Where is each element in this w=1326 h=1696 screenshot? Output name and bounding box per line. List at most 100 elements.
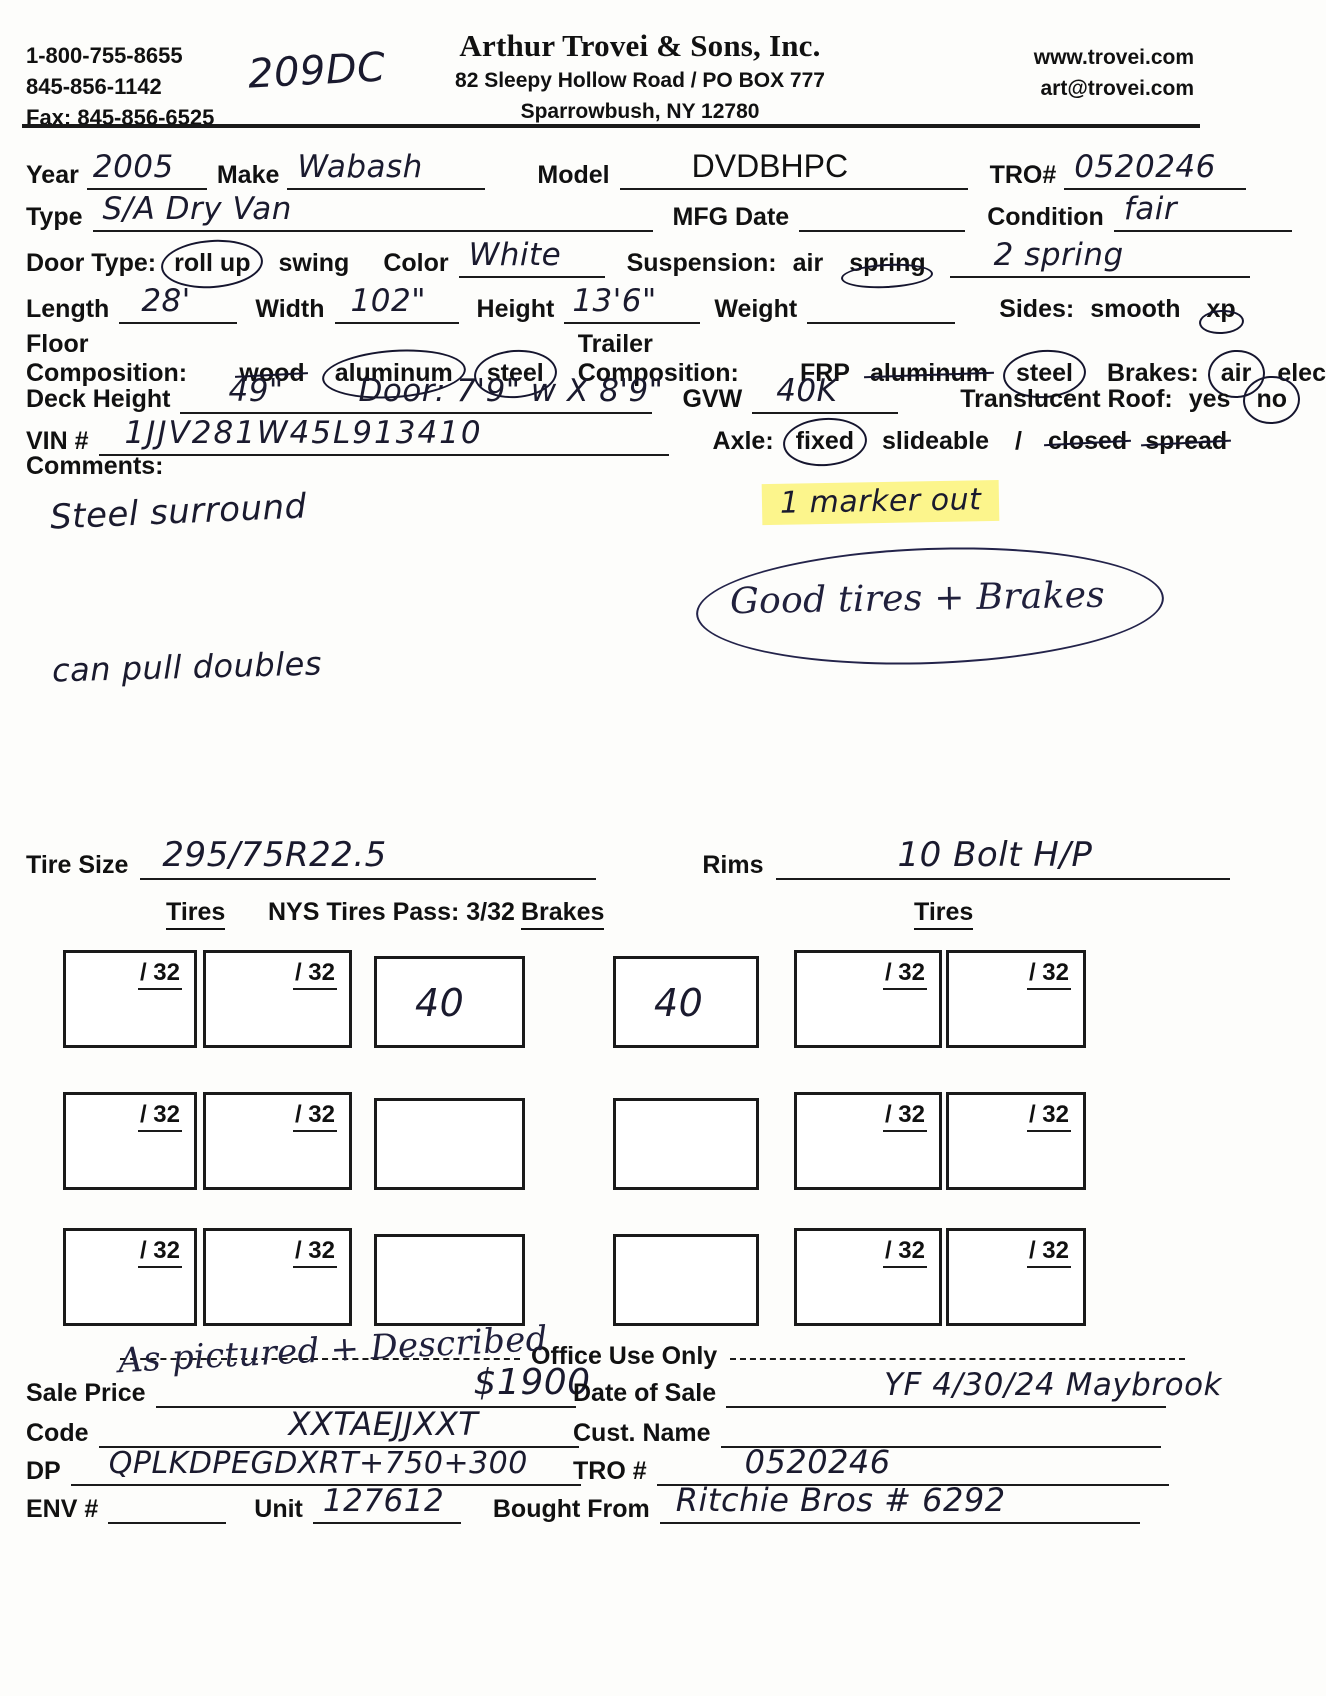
tire-size-field[interactable]: 295/75R22.5 [140,835,597,880]
brake-box-left-r3[interactable] [374,1234,525,1326]
tire-box-left-r2c2[interactable]: / 32 [203,1092,352,1190]
floor-composition-option-wood[interactable]: wood [239,359,305,387]
axle-option-fixed[interactable]: fixed [792,427,858,456]
trailer-composition-option-aluminum[interactable]: aluminum [869,359,989,387]
trailer-composition-option-steel[interactable]: steel [1012,359,1077,388]
tire-box-left-r3c1[interactable]: / 32 [63,1228,197,1326]
door-type-label: Door Type: [26,249,157,277]
make-field[interactable]: Wabash [287,149,486,190]
brake-box-right-r2[interactable] [613,1098,759,1190]
width-field[interactable]: 102" [334,283,459,324]
axle-option-slideable[interactable]: slideable [882,427,990,455]
suspension-label: Suspension: [626,249,777,277]
unit-field[interactable]: 127612 [312,1483,461,1524]
brake-box-right-r1[interactable]: 40 [613,956,759,1048]
suspension-option-spring[interactable]: spring [845,249,929,278]
translucent-roof-option-yes[interactable]: yes [1188,385,1231,413]
gvw-field[interactable]: 40K [752,372,899,414]
comment-note-steel-surround: Steel surround [49,486,308,538]
tire-box-left-r2c1[interactable]: / 32 [63,1092,197,1190]
mfg-date-field[interactable] [799,194,966,232]
company-address-line1: 82 Sleepy Hollow Road / PO BOX 777 [455,69,825,92]
trailer-composition-option-frp[interactable]: FRP [799,359,850,387]
phone-toll-free: 1-800-755-8655 [26,43,183,68]
row-composition: Floor Composition: wood aluminum steel T… [26,330,1326,388]
type-field[interactable]: S/A Dry Van [92,191,653,232]
company-name: Arthur Trovei & Sons, Inc. [459,28,821,63]
grid-header-nys-pass: NYS Tires Pass: 3/32 [268,898,515,926]
code-field[interactable]: XXTAEJJXXT [98,1405,579,1448]
axle-option-closed[interactable]: closed [1047,427,1128,455]
weight-label: Weight [714,295,798,323]
office-divider-right [730,1358,1185,1360]
dp-value: QPLKDPEGDXRT+750+300 [108,1446,528,1481]
length-field[interactable]: 28' [119,283,238,324]
company-web-block: www.trovei.com art@trovei.com [1034,42,1194,104]
cust-name-label: Cust. Name [573,1419,711,1447]
tire-size-label: Tire Size [26,851,129,879]
length-label: Length [26,295,110,323]
height-field[interactable]: 13'6" [564,283,701,324]
deck-height-field[interactable]: 49" Door: 7'9" w X 8'9" [180,372,663,414]
unit-value: 127612 [322,1483,445,1519]
tire-box-left-r1c1[interactable]: / 32 [63,950,197,1048]
tire-box-right-r2c2[interactable]: / 32 [946,1092,1086,1190]
weight-field[interactable] [807,286,956,324]
height-value: 13'6" [572,283,657,319]
dp-label: DP [26,1457,61,1485]
rims-field[interactable]: 10 Bolt H/P [775,835,1230,880]
translucent-roof-option-no[interactable]: no [1252,385,1291,414]
door-type-option-swing[interactable]: swing [278,249,350,277]
office-tro-label: TRO # [573,1457,647,1485]
tire-box-right-r3c1[interactable]: / 32 [794,1228,942,1326]
cust-name-field[interactable] [720,1412,1161,1448]
vin-field[interactable]: 1JJV281W45L913410 [98,415,669,456]
tire-box-left-r1c2[interactable]: / 32 [203,950,352,1048]
env-label: ENV # [26,1495,99,1523]
brakes-option-air[interactable]: air [1217,359,1256,388]
brakes-label: Brakes: [1107,359,1199,387]
office-tro-field[interactable]: 0520246 [656,1443,1169,1486]
brakes-option-elec[interactable]: elec [1277,359,1326,387]
comment-note-can-pull-doubles: can pull doubles [51,644,323,690]
bought-from-field[interactable]: Ritchie Bros # 6292 [659,1481,1140,1524]
bought-from-label: Bought From [492,1495,650,1523]
door-type-option-rollup[interactable]: roll up [170,249,254,278]
suspension-detail-field[interactable]: 2 spring [949,237,1250,278]
axle-option-spread[interactable]: spread [1145,427,1228,455]
brake-box-right-r3[interactable] [613,1234,759,1326]
brake-box-left-r1[interactable]: 40 [374,956,525,1048]
year-field[interactable]: 2005 [86,149,207,190]
row-code: Code XXTAEJJXXT [26,1405,579,1448]
tire-box-right-r2c1[interactable]: / 32 [794,1092,942,1190]
date-of-sale-field[interactable]: YF 4/30/24 Maybrook [726,1367,1222,1408]
phone-local: 845-856-1142 [26,74,162,99]
condition-field[interactable]: fair [1113,191,1292,232]
depth-suffix: / 32 [292,1237,337,1268]
row-deck-gvw-roof: Deck Height 49" Door: 7'9" w X 8'9" GVW … [26,372,1291,414]
tire-box-left-r3c2[interactable]: / 32 [203,1228,352,1326]
sides-option-smooth[interactable]: smooth [1090,295,1181,323]
color-field[interactable]: White [458,237,605,278]
suspension-option-air[interactable]: air [792,249,824,277]
sale-price-field[interactable]: $1900 [155,1362,590,1408]
brake-box-left-r2[interactable] [374,1098,525,1190]
comments-label: Comments: [26,452,164,480]
door-dimensions-value: Door: 7'9" w X 8'9" [358,373,664,409]
sides-option-xp[interactable]: xp [1203,295,1240,324]
dp-field[interactable]: QPLKDPEGDXRT+750+300 [70,1446,581,1486]
floor-composition-option-steel[interactable]: steel [483,359,548,388]
tro-number-field[interactable]: 0520246 [1064,149,1247,190]
env-field[interactable] [108,1488,227,1524]
code-label: Code [26,1419,89,1447]
condition-label: Condition [987,203,1104,231]
floor-composition-option-aluminum[interactable]: aluminum [331,359,457,388]
office-use-only-label: Office Use Only [531,1342,718,1370]
tire-box-right-r1c2[interactable]: / 32 [946,950,1086,1048]
mfg-date-label: MFG Date [672,203,790,231]
contact-phones: 1-800-755-8655 845-856-1142 Fax: 845-856… [26,40,214,133]
model-field[interactable]: DVDBHPC [619,148,968,190]
tire-box-right-r1c1[interactable]: / 32 [794,950,942,1048]
tire-box-right-r3c2[interactable]: / 32 [946,1228,1086,1326]
row-office-tro: TRO # 0520246 [573,1443,1169,1486]
